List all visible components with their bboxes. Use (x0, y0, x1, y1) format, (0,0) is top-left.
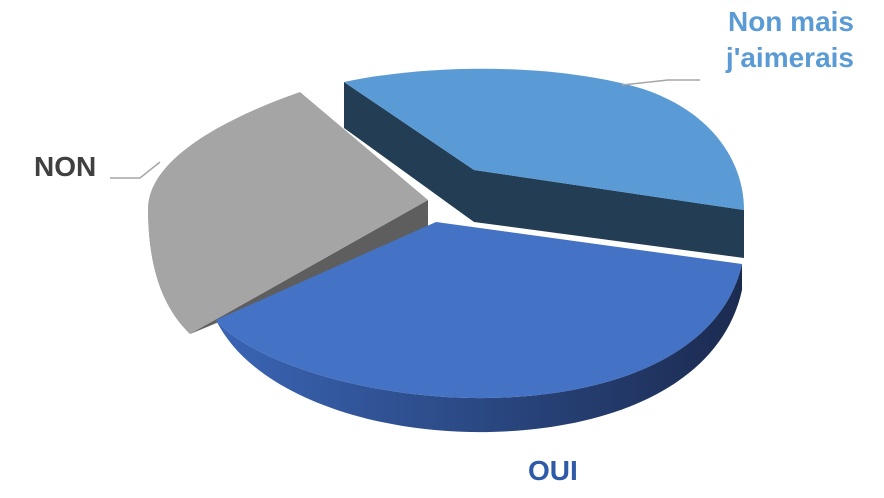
pie-slice-oui-side (216, 264, 742, 433)
slice-label-nonmais-line1: Non mais (727, 6, 854, 37)
pie-slice-nonmais-wall (344, 82, 744, 258)
slice-label-non: NON (34, 151, 97, 182)
slice-label-nonmais: Non mais j'aimerais (694, 4, 854, 76)
leader-line-nonmais (621, 79, 700, 86)
pie-slice-non (148, 92, 428, 334)
pie-slice-oui-top (216, 222, 742, 399)
pie-slice-oui (216, 222, 742, 433)
pie-slice-nonmais (344, 68, 744, 258)
slice-label-nonmais-line2: j'aimerais (725, 42, 854, 73)
slice-label-oui: OUI (528, 455, 578, 486)
leader-line-non (110, 161, 161, 179)
pie-slice-non-top (148, 92, 428, 334)
pie-slice-nonmais-top (344, 68, 744, 211)
